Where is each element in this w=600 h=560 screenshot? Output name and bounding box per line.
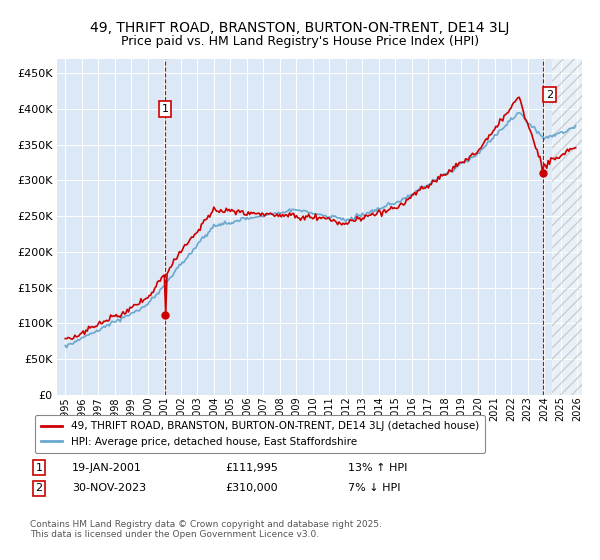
Text: 30-NOV-2023: 30-NOV-2023 xyxy=(72,483,146,493)
Text: £310,000: £310,000 xyxy=(225,483,278,493)
Text: 19-JAN-2001: 19-JAN-2001 xyxy=(72,463,142,473)
Text: 2: 2 xyxy=(545,90,553,100)
Legend: 49, THRIFT ROAD, BRANSTON, BURTON-ON-TRENT, DE14 3LJ (detached house), HPI: Aver: 49, THRIFT ROAD, BRANSTON, BURTON-ON-TRE… xyxy=(35,415,485,453)
Text: 49, THRIFT ROAD, BRANSTON, BURTON-ON-TRENT, DE14 3LJ: 49, THRIFT ROAD, BRANSTON, BURTON-ON-TRE… xyxy=(91,21,509,35)
Text: Price paid vs. HM Land Registry's House Price Index (HPI): Price paid vs. HM Land Registry's House … xyxy=(121,35,479,48)
Text: Contains HM Land Registry data © Crown copyright and database right 2025.
This d: Contains HM Land Registry data © Crown c… xyxy=(30,520,382,539)
Text: 7% ↓ HPI: 7% ↓ HPI xyxy=(348,483,401,493)
Text: 13% ↑ HPI: 13% ↑ HPI xyxy=(348,463,407,473)
Bar xyxy=(552,59,586,395)
Text: 2: 2 xyxy=(35,483,43,493)
Text: 1: 1 xyxy=(161,104,169,114)
Text: 1: 1 xyxy=(35,463,43,473)
Text: £111,995: £111,995 xyxy=(225,463,278,473)
Bar xyxy=(552,59,586,395)
